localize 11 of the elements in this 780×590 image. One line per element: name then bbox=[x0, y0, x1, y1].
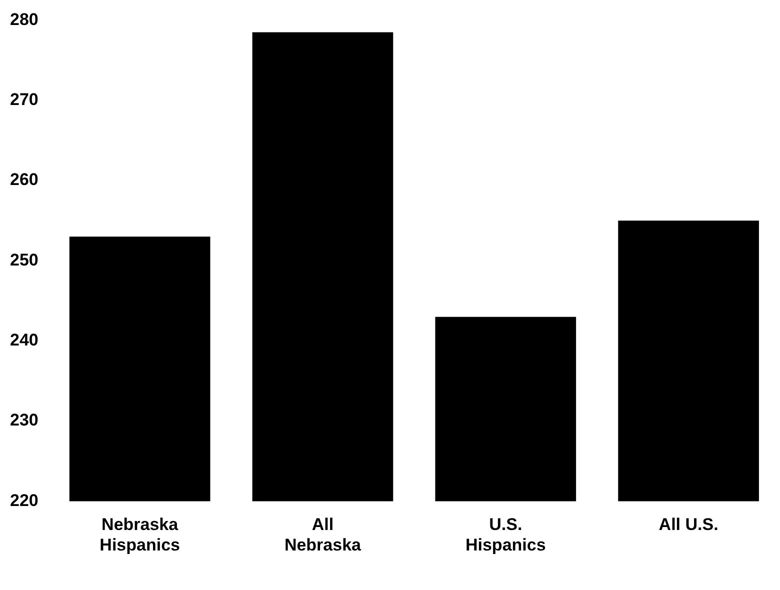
y-tick-label: 220 bbox=[10, 490, 38, 510]
x-tick-label: U.S. Hispanics bbox=[465, 515, 546, 554]
y-tick-label: 270 bbox=[10, 90, 38, 110]
y-tick-label: 250 bbox=[10, 250, 38, 270]
y-tick-label: 230 bbox=[10, 410, 38, 430]
y-tick-label: 240 bbox=[10, 330, 38, 350]
x-tick-label: All Nebraska bbox=[284, 515, 362, 554]
x-tick-label: Nebraska Hispanics bbox=[100, 515, 180, 554]
y-tick-label: 280 bbox=[10, 10, 38, 29]
y-tick-label: 260 bbox=[10, 170, 38, 190]
x-tick-label: All U.S. bbox=[658, 515, 718, 534]
